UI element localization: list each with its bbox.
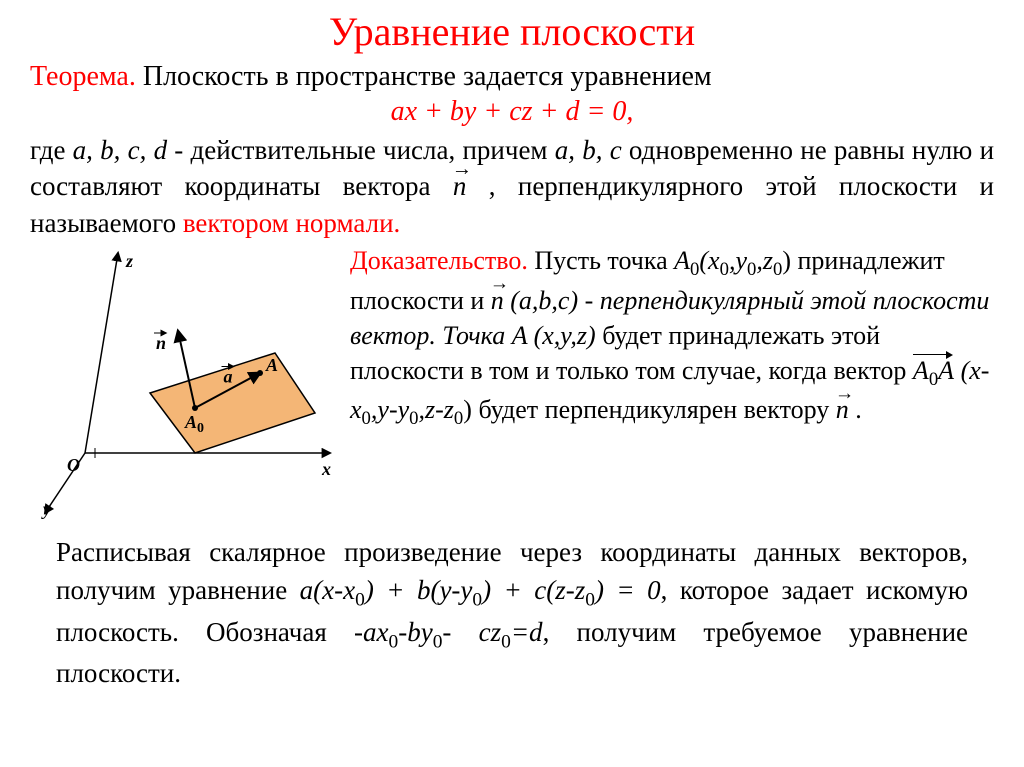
pf-j: ) будет перпендикулярен вектору	[463, 395, 836, 424]
pf-a: Пусть точка	[528, 246, 674, 275]
svg-text:z: z	[125, 251, 133, 271]
p1-b: - действительные числа, причем	[167, 135, 555, 165]
page-title: Уравнение плоскости	[30, 8, 994, 55]
paragraph-1: где a, b, c, d - действительные числа, п…	[30, 132, 994, 241]
plane-equation: ax + by + cz + d = 0,	[30, 96, 994, 128]
normal-vector-label: вектором нормали.	[183, 208, 400, 238]
vector-n-1: n	[453, 171, 467, 201]
p1-a: где	[30, 135, 73, 165]
svg-text:n: n	[156, 333, 166, 353]
svg-text:0: 0	[197, 421, 204, 436]
proof-paragraph: Доказательство. Пусть точка A0(x0,y0,z0)…	[350, 243, 994, 432]
pf-A0c: (x0,y0,z0	[699, 246, 782, 275]
svg-text:A: A	[184, 412, 197, 432]
svg-text:x: x	[321, 459, 331, 479]
svg-text:A: A	[265, 355, 278, 375]
p1-vars2: a, b, c	[555, 135, 622, 165]
plane-diagram: zxyOnaA0A	[30, 243, 340, 523]
svg-text:a: a	[224, 367, 233, 387]
theorem-statement: Теорема. Плоскость в пространстве задает…	[30, 59, 994, 94]
pf-A0: A0	[674, 246, 699, 275]
svg-text:O: O	[67, 455, 80, 475]
paragraph-2: Расписывая скалярное произведение через …	[30, 534, 994, 693]
diagram-container: zxyOnaA0A	[30, 243, 340, 528]
theorem-text: Плоскость в пространстве задается уравне…	[143, 61, 712, 92]
vector-A0A: A0A	[913, 356, 954, 385]
svg-text:y: y	[41, 499, 52, 519]
p2-eq1: a(x-x0) + b(y-y0) + c(z-z0) = 0	[300, 575, 661, 605]
vector-n-3: n	[836, 395, 849, 424]
vector-n-2: n	[491, 286, 504, 315]
theorem-label: Теорема.	[30, 61, 136, 92]
p1-vars: a, b, c, d	[73, 135, 167, 165]
pf-A: A (x,y,z)	[512, 321, 596, 350]
p2-eq2block: -ax0-by0- cz0=d	[354, 617, 543, 647]
